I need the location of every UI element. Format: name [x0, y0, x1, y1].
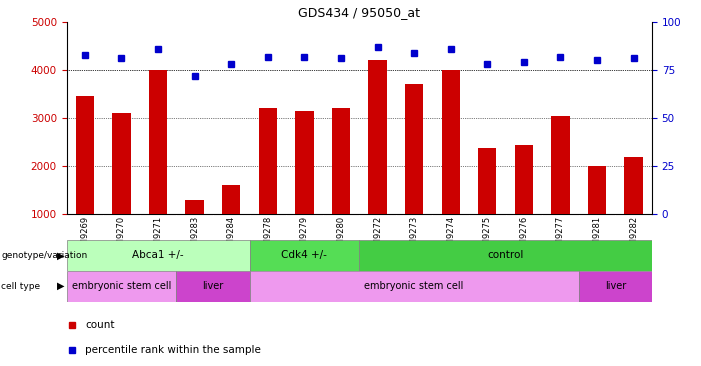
- Text: count: count: [86, 320, 115, 330]
- Text: ▶: ▶: [57, 281, 64, 291]
- Bar: [369, 60, 387, 214]
- Bar: [625, 157, 643, 214]
- Bar: [332, 108, 350, 214]
- Text: embryonic stem cell: embryonic stem cell: [365, 281, 464, 291]
- Bar: [588, 166, 606, 214]
- Text: GSM9282: GSM9282: [629, 216, 638, 256]
- Text: GSM9272: GSM9272: [373, 216, 382, 256]
- Text: liver: liver: [605, 281, 626, 291]
- Text: liver: liver: [203, 281, 224, 291]
- Text: GSM9273: GSM9273: [409, 216, 418, 256]
- Bar: [149, 70, 168, 214]
- Text: GSM9279: GSM9279: [300, 216, 309, 256]
- Text: GSM9278: GSM9278: [264, 216, 272, 256]
- Bar: [186, 200, 204, 214]
- Text: GSM9277: GSM9277: [556, 216, 565, 256]
- Bar: [359, 240, 652, 271]
- Bar: [478, 148, 496, 214]
- Text: GSM9275: GSM9275: [483, 216, 492, 256]
- Bar: [259, 108, 277, 214]
- Text: GSM9271: GSM9271: [154, 216, 163, 256]
- Text: Abca1 +/-: Abca1 +/-: [132, 250, 184, 260]
- Text: GSM9283: GSM9283: [190, 216, 199, 256]
- Text: GSM9270: GSM9270: [117, 216, 126, 256]
- Bar: [67, 271, 177, 302]
- Text: percentile rank within the sample: percentile rank within the sample: [86, 345, 261, 355]
- Bar: [250, 240, 359, 271]
- Bar: [222, 185, 240, 214]
- Text: genotype/variation: genotype/variation: [1, 251, 88, 260]
- Bar: [250, 271, 579, 302]
- Text: embryonic stem cell: embryonic stem cell: [72, 281, 171, 291]
- Text: GSM9281: GSM9281: [592, 216, 601, 256]
- Bar: [177, 271, 250, 302]
- Text: GSM9276: GSM9276: [519, 216, 529, 256]
- Text: GSM9274: GSM9274: [447, 216, 455, 256]
- Title: GDS434 / 95050_at: GDS434 / 95050_at: [298, 6, 421, 19]
- Bar: [551, 116, 570, 214]
- Bar: [579, 271, 652, 302]
- Text: GSM9284: GSM9284: [226, 216, 236, 256]
- Bar: [515, 145, 533, 214]
- Bar: [442, 70, 460, 214]
- Bar: [405, 85, 423, 214]
- Text: GSM9269: GSM9269: [81, 216, 90, 256]
- Text: cell type: cell type: [1, 282, 41, 291]
- Text: ▶: ▶: [57, 250, 64, 261]
- Bar: [112, 113, 130, 214]
- Bar: [76, 96, 94, 214]
- Bar: [295, 111, 313, 214]
- Text: Cdk4 +/-: Cdk4 +/-: [281, 250, 327, 260]
- Bar: [67, 240, 250, 271]
- Text: GSM9280: GSM9280: [336, 216, 346, 256]
- Text: control: control: [487, 250, 524, 260]
